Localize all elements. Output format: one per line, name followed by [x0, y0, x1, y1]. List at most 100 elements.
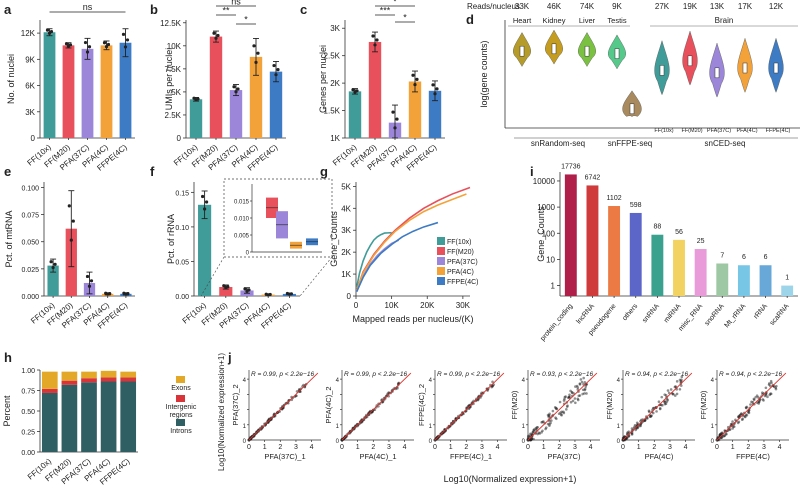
scatter-point	[560, 413, 563, 417]
scatter-point	[673, 385, 677, 389]
x-axis-label-j: Log10(Normalized expression+1)	[444, 474, 577, 484]
data-point-c	[355, 89, 359, 93]
scatter-point	[627, 435, 630, 439]
legend-label: FF(10x)	[447, 239, 472, 246]
x-tick-label-j: 4	[589, 444, 593, 451]
y-tick-label-b: 5K	[171, 88, 181, 97]
scatter-point	[747, 410, 750, 414]
correlation-label: R = 0.94, p < 2.2e−16	[625, 371, 688, 378]
scatter-point	[658, 406, 662, 410]
x-tick-label-g: 30K	[456, 301, 471, 310]
scatter-point	[562, 411, 566, 415]
bar-i	[737, 265, 750, 296]
scatter-point	[565, 405, 569, 408]
y-tick-label-j: 4	[711, 378, 715, 384]
violin-box	[687, 55, 693, 67]
inset-y-tick-label: 0.005	[234, 234, 250, 240]
x-tick-label-i: protein_coding	[539, 303, 574, 343]
scatter-point	[574, 401, 577, 405]
tissue-label: Kidney	[543, 16, 566, 25]
y-axis-label-d: log(gene counts)	[479, 40, 489, 107]
y-tick-label-h: 1.00	[21, 368, 35, 375]
x-tick-label-j: 1	[263, 444, 267, 451]
bar-value-label-i: 7	[720, 252, 724, 259]
panel-label-e: e	[4, 164, 11, 179]
scatter-point	[769, 392, 773, 396]
scatter-point	[562, 399, 566, 402]
y-tick-label-b: 2.5K	[165, 111, 182, 120]
y-tick-label-j: 4	[522, 378, 526, 384]
panel-label-c: c	[300, 2, 307, 17]
x-tick-label-j: 2	[278, 444, 282, 451]
scatter-point	[675, 380, 679, 383]
bar-i	[781, 285, 794, 296]
scatter-point	[585, 392, 588, 395]
correlation-label: R = 0.93, p < 2.2e−16	[530, 371, 593, 378]
y-tick-label-j: 1	[429, 424, 433, 430]
scatter-x-label: PFA(37C)	[548, 452, 581, 461]
scatter-point	[673, 394, 677, 397]
scatter-point	[639, 424, 642, 428]
x-tick-label-j: 4	[310, 444, 314, 451]
data-point-c	[351, 88, 355, 92]
legend-label-cont: regions	[170, 412, 193, 419]
bar-a	[43, 32, 56, 138]
condition-label: PFA(4C)	[736, 128, 757, 134]
condition-label: FF(10x)	[654, 128, 673, 134]
y-tick-label-i: 1	[551, 282, 556, 291]
bar-i	[564, 174, 577, 296]
bar-value-label-i: 598	[630, 202, 642, 209]
scatter-point	[548, 422, 551, 426]
legend-label: Exons	[171, 385, 191, 392]
scatter-point	[569, 389, 572, 393]
y-tick-label-h: 0.00	[21, 450, 35, 457]
data-point-b	[234, 90, 238, 94]
y-tick-label-h: 0.25	[21, 430, 35, 437]
series-line	[355, 239, 400, 292]
scatter-point	[725, 432, 728, 436]
x-tick-label-j: 2	[464, 444, 468, 451]
data-point-f	[247, 288, 251, 292]
panel-label-i: i	[530, 164, 534, 179]
scatter-point	[775, 384, 778, 388]
y-axis-label-h: Percent	[2, 395, 12, 427]
violin-box	[551, 43, 557, 55]
stacked-segment	[81, 378, 97, 383]
scatter-x-label: PFA(37C)_1	[264, 452, 305, 461]
scatter-point	[532, 437, 535, 441]
bar-a	[100, 45, 113, 139]
scatter-point	[731, 420, 734, 423]
reads-per-nucleus: 13K	[710, 2, 725, 11]
scatter-point	[567, 395, 571, 399]
scatter-point	[763, 394, 767, 398]
y-tick-label-j: 4	[429, 378, 433, 384]
data-point-b	[232, 85, 236, 89]
y-tick-label-c: 1.5K	[324, 107, 341, 116]
scatter-point	[749, 403, 752, 406]
data-point-a	[102, 41, 107, 45]
x-tick-label-j: 2	[557, 444, 561, 451]
scatter-point	[743, 415, 747, 418]
scatter-point	[633, 424, 637, 427]
stacked-segment	[120, 377, 137, 382]
x-tick-label-j: 0	[433, 444, 437, 451]
data-point-a	[85, 50, 90, 54]
scatter-point	[736, 421, 740, 425]
x-tick-label-j: 1	[731, 444, 735, 451]
correlation-label: R = 0.94, p < 2.2e−16	[719, 371, 782, 378]
data-point-e	[49, 260, 53, 264]
scatter-point	[728, 428, 732, 431]
y-tick-label-j: 0	[522, 439, 526, 445]
data-point-c	[413, 82, 417, 87]
method-label: snFFPE-seq	[608, 139, 652, 148]
significance-label-c: *	[393, 0, 397, 7]
legend-label: PFA(4C)	[447, 269, 474, 276]
scatter-point	[680, 375, 684, 379]
scatter-point	[570, 391, 574, 394]
y-tick-label-j: 1	[711, 424, 715, 430]
bar-i	[608, 206, 621, 296]
data-point-e	[71, 219, 75, 223]
bar-f	[198, 204, 212, 296]
stacked-segment	[81, 382, 97, 452]
bar-i	[651, 234, 664, 296]
